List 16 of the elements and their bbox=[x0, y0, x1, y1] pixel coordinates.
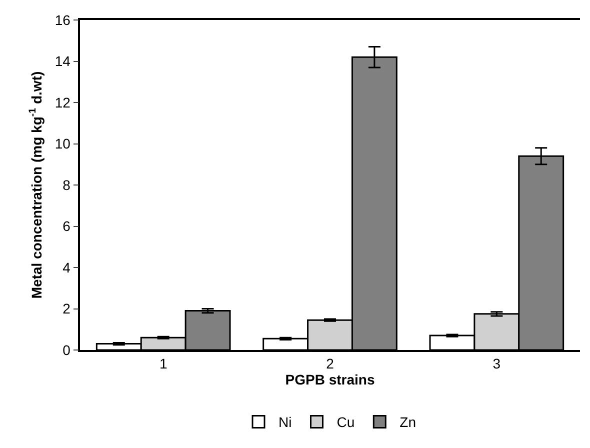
y-tick-label: 14 bbox=[54, 53, 71, 70]
x-tick-label: 2 bbox=[326, 356, 334, 372]
y-tick-label: 12 bbox=[54, 94, 71, 110]
x-tick-label: 1 bbox=[159, 356, 168, 372]
x-axis-title: PGPB strains bbox=[285, 372, 375, 388]
y-tick-label: 6 bbox=[62, 218, 71, 234]
legend-label: Zn bbox=[400, 414, 416, 430]
x-tick-label: 3 bbox=[492, 356, 501, 372]
legend-label: Cu bbox=[336, 414, 355, 430]
y-tick-label: 8 bbox=[62, 176, 71, 193]
y-tick-label: 0 bbox=[62, 342, 71, 358]
legend-label: Ni bbox=[278, 414, 292, 430]
y-tick-label: 10 bbox=[54, 136, 71, 152]
y-tick-label: 4 bbox=[62, 259, 71, 276]
y-tick-label: 16 bbox=[54, 12, 71, 28]
y-tick-label: 2 bbox=[62, 300, 71, 317]
